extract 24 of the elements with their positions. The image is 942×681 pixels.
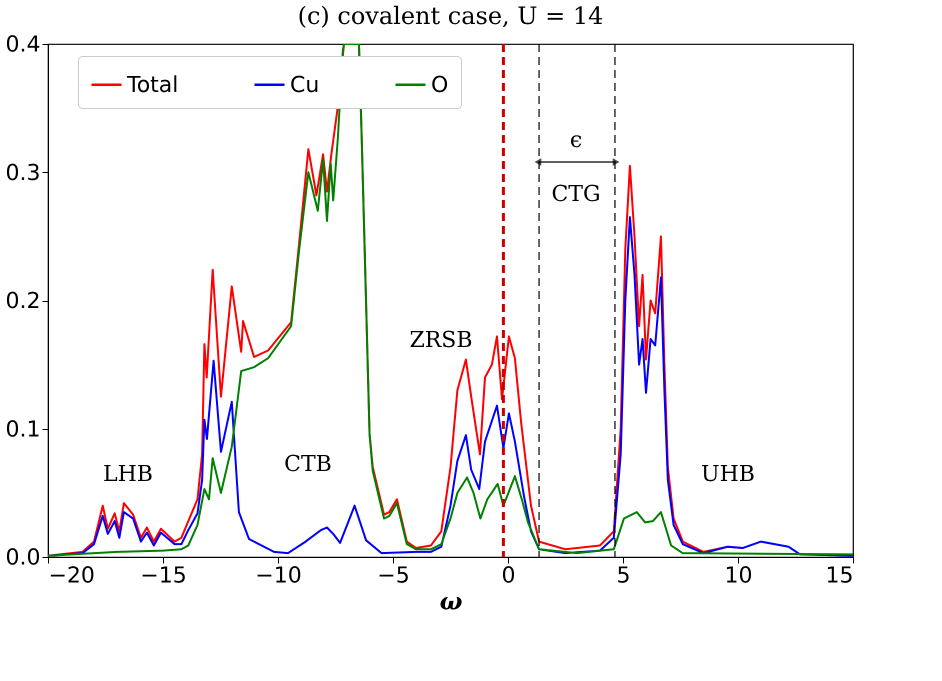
- y-tick-label: 0.1: [6, 417, 40, 442]
- x-tick-label: −20: [48, 564, 95, 588]
- y-tick-label: 0.3: [6, 160, 40, 186]
- y-tick-label: 0.0: [6, 546, 40, 570]
- x-tick-label: 10: [724, 564, 752, 588]
- annotation: LHB: [103, 462, 153, 487]
- x-tick-label: 0: [502, 564, 516, 588]
- annotation: ZRSB: [409, 328, 473, 353]
- legend-label: Total: [126, 72, 178, 98]
- annotation: UHB: [701, 462, 755, 487]
- x-tick-label: −10: [255, 564, 302, 588]
- x-tick-label: 5: [616, 564, 630, 588]
- annotation: CTB: [284, 452, 332, 477]
- chart-title: (c) covalent case, U = 14: [298, 2, 604, 30]
- legend-label: O: [431, 72, 448, 98]
- x-tick-label: 15: [826, 564, 854, 588]
- legend-label: Cu: [290, 72, 320, 98]
- y-tick-label: 0.4: [6, 32, 40, 58]
- x-axis-title: ω: [440, 586, 463, 616]
- annotation: CTG: [551, 182, 601, 207]
- annotation: ϵ: [570, 128, 582, 153]
- y-tick-label: 0.2: [6, 289, 40, 314]
- x-tick-label: −5: [377, 564, 410, 588]
- x-tick-label: −15: [140, 564, 187, 588]
